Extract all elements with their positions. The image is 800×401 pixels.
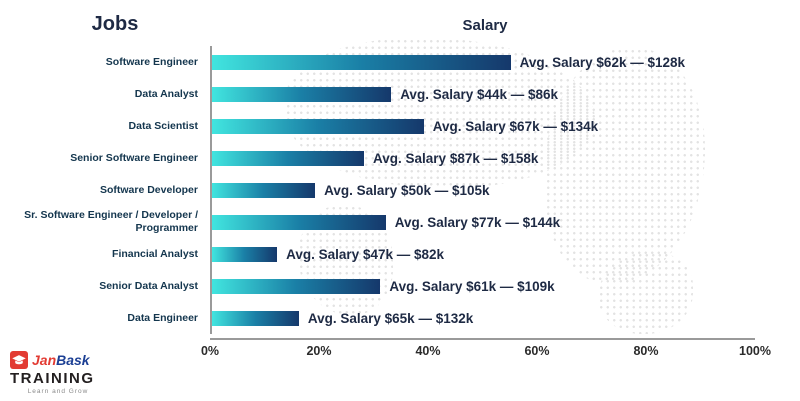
graduation-cap-icon: [10, 351, 28, 369]
logo-wordmark: JanBask: [32, 352, 90, 368]
jobs-column-title: Jobs: [91, 13, 139, 35]
bar-value-label: Avg. Salary $62k — $128k: [519, 54, 686, 70]
logo-text-bask: Bask: [56, 352, 90, 368]
chart-rows: Software Engineer Avg. Salary $62k — $12…: [10, 46, 755, 334]
salary-bar: [212, 150, 365, 166]
job-label: Sr. Software Engineer / Developer / Prog…: [24, 209, 198, 234]
salary-bar: [212, 54, 511, 70]
chart-title: Salary: [462, 17, 508, 34]
bar-value-label: Avg. Salary $47k — $82k: [286, 246, 445, 262]
x-tick-label: 80%: [633, 344, 659, 358]
bar-area: Avg. Salary $77k — $144k: [210, 206, 755, 238]
bar-area: Avg. Salary $50k — $105k: [210, 174, 755, 206]
x-tick-label: 0%: [200, 344, 220, 358]
job-label: Software Developer: [99, 183, 198, 196]
bar-value-label: Avg. Salary $61k — $109k: [389, 278, 555, 294]
job-label: Software Engineer: [105, 55, 198, 68]
salary-bar: [212, 182, 316, 198]
chart-row: Data Analyst Avg. Salary $44k — $86k: [10, 78, 755, 110]
bar-value-label: Avg. Salary $77k — $144k: [394, 214, 561, 230]
bar-value-label: Avg. Salary $87k — $158k: [373, 150, 539, 166]
bar-value-label: Avg. Salary $65k — $132k: [307, 310, 474, 326]
x-tick-label: 60%: [524, 344, 550, 358]
salary-bar: [212, 310, 299, 326]
bar-area: Avg. Salary $62k — $128k: [210, 46, 755, 78]
x-tick-label: 100%: [739, 344, 771, 358]
job-label: Senior Software Engineer: [70, 151, 198, 164]
chart-row: Senior Software Engineer Avg. Salary $87…: [10, 142, 755, 174]
chart-row: Financial Analyst Avg. Salary $47k — $82…: [10, 238, 755, 270]
x-axis-line: [210, 338, 755, 340]
bar-area: Avg. Salary $67k — $134k: [210, 110, 755, 142]
bar-value-label: Avg. Salary $44k — $86k: [400, 86, 559, 102]
janbask-logo: JanBask TRAINING Learn and Grow: [10, 351, 120, 395]
job-label: Senior Data Analyst: [99, 279, 198, 292]
salary-bar: [212, 86, 392, 102]
chart-row: Software Engineer Avg. Salary $62k — $12…: [10, 46, 755, 78]
bar-value-label: Avg. Salary $67k — $134k: [432, 118, 599, 134]
x-axis: 0% 20% 40% 60% 80% 100%: [201, 344, 771, 362]
chart-row: Data Engineer Avg. Salary $65k — $132k: [10, 302, 755, 334]
job-label: Data Scientist: [128, 119, 198, 132]
salary-bar: [212, 278, 381, 294]
bar-area: Avg. Salary $65k — $132k: [210, 302, 755, 334]
salary-bar: [212, 246, 278, 262]
logo-tagline: Learn and Grow: [27, 388, 89, 395]
x-tick-label: 40%: [415, 344, 441, 358]
salary-bar: [212, 214, 386, 230]
salary-bar: [212, 118, 424, 134]
job-label: Data Analyst: [134, 87, 198, 100]
chart-row: Sr. Software Engineer / Developer / Prog…: [10, 206, 755, 238]
bar-value-label: Avg. Salary $50k — $105k: [324, 182, 490, 198]
logo-text-jan: Jan: [32, 352, 57, 368]
chart-row: Data Scientist Avg. Salary $67k — $134k: [10, 110, 755, 142]
x-tick-label: 20%: [306, 344, 332, 358]
logo-text-training: TRAINING: [10, 370, 95, 387]
chart-row: Senior Data Analyst Avg. Salary $61k — $…: [10, 270, 755, 302]
world-map-dots: [598, 252, 693, 334]
bar-area: Avg. Salary $61k — $109k: [210, 270, 755, 302]
bar-area: Avg. Salary $44k — $86k: [210, 78, 755, 110]
job-label: Financial Analyst: [112, 247, 198, 260]
bar-area: Avg. Salary $87k — $158k: [210, 142, 755, 174]
job-label: Data Engineer: [127, 311, 198, 324]
bar-area: Avg. Salary $47k — $82k: [210, 238, 755, 270]
chart-row: Software Developer Avg. Salary $50k — $1…: [10, 174, 755, 206]
